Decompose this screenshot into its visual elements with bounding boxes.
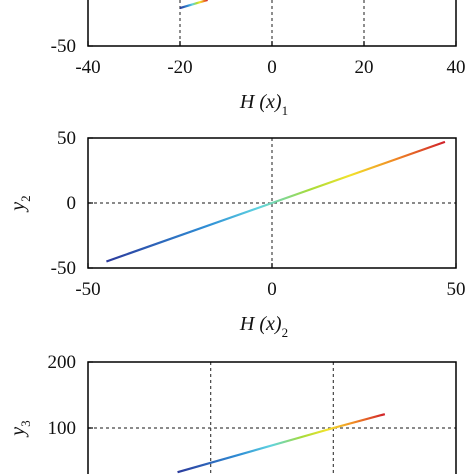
x-axis-label: H (x)1 bbox=[239, 91, 288, 118]
y-tick-label: 200 bbox=[48, 352, 77, 373]
y-tick-label: 0 bbox=[67, 193, 77, 214]
x-tick-label: 0 bbox=[267, 57, 277, 78]
y-axis-label-sub: 3 bbox=[18, 420, 33, 427]
x-axis-label: H (x)2 bbox=[239, 313, 288, 340]
x-axis-label-main: H (x) bbox=[239, 91, 282, 113]
x-tick-label: 0 bbox=[267, 279, 277, 300]
y-tick-label: 100 bbox=[48, 418, 77, 439]
y-axis-label: y3 bbox=[7, 420, 33, 437]
data-line bbox=[106, 140, 446, 263]
y-axis-label: y2 bbox=[7, 195, 33, 212]
y-tick-label: 50 bbox=[57, 128, 76, 149]
y-axis-label-sub: 2 bbox=[18, 195, 33, 202]
x-tick-label: -20 bbox=[167, 57, 192, 78]
y-tick-label: -50 bbox=[51, 36, 76, 57]
y-axis-label-main: y bbox=[7, 427, 29, 438]
x-axis-label-main: H (x) bbox=[239, 313, 282, 335]
plot-frame bbox=[87, 361, 457, 474]
x-tick-label: 20 bbox=[355, 57, 374, 78]
x-axis-label-sub: 2 bbox=[282, 325, 289, 340]
x-tick-label: 50 bbox=[447, 279, 466, 300]
x-tick-label: -50 bbox=[75, 279, 100, 300]
data-line bbox=[179, 0, 208, 10]
x-tick-label: 40 bbox=[447, 57, 466, 78]
x-tick-label: -40 bbox=[75, 57, 100, 78]
y-axis-label-main: y bbox=[7, 202, 29, 213]
y-tick-label: -50 bbox=[51, 258, 76, 279]
data-line bbox=[177, 413, 386, 474]
x-axis-label-sub: 1 bbox=[282, 103, 289, 118]
